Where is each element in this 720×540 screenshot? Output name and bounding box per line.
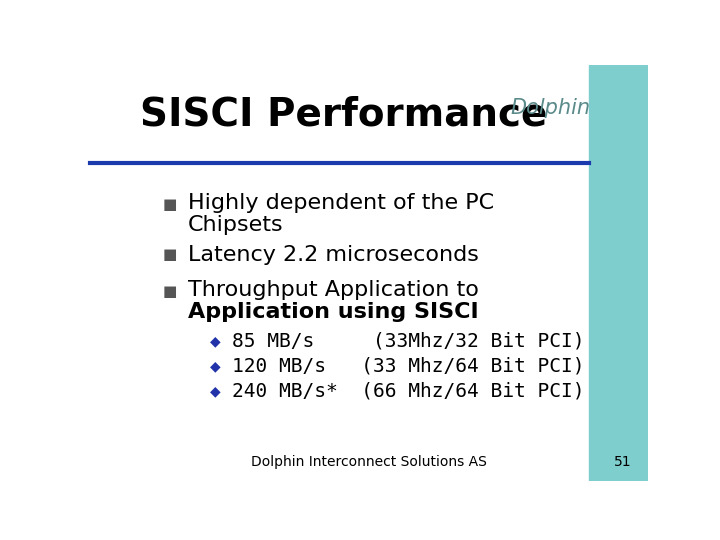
Text: 51: 51 bbox=[614, 455, 631, 469]
Text: ■: ■ bbox=[163, 284, 177, 299]
Text: ■: ■ bbox=[163, 247, 177, 262]
Text: Dolphin Interconnect Solutions AS: Dolphin Interconnect Solutions AS bbox=[251, 455, 487, 469]
Text: 85 MB/s     (33Mhz/32 Bit PCI): 85 MB/s (33Mhz/32 Bit PCI) bbox=[233, 332, 585, 351]
Text: ◆: ◆ bbox=[210, 334, 220, 348]
Text: SISCI Performance: SISCI Performance bbox=[140, 96, 548, 134]
Text: 120 MB/s   (33 Mhz/64 Bit PCI): 120 MB/s (33 Mhz/64 Bit PCI) bbox=[233, 357, 585, 376]
Bar bbox=[590, 65, 648, 481]
Text: Latency 2.2 microseconds: Latency 2.2 microseconds bbox=[188, 245, 479, 265]
Text: ◆: ◆ bbox=[210, 359, 220, 373]
Text: ◆: ◆ bbox=[210, 384, 220, 398]
Text: Highly dependent of the PC: Highly dependent of the PC bbox=[188, 193, 494, 213]
Text: ■: ■ bbox=[163, 197, 177, 212]
Text: 240 MB/s*  (66 Mhz/64 Bit PCI): 240 MB/s* (66 Mhz/64 Bit PCI) bbox=[233, 382, 585, 401]
Text: Application using SISCI: Application using SISCI bbox=[188, 302, 478, 322]
Text: Chipsets: Chipsets bbox=[188, 215, 283, 235]
Text: Dolphin: Dolphin bbox=[510, 98, 590, 118]
Text: Throughput Application to: Throughput Application to bbox=[188, 280, 479, 300]
